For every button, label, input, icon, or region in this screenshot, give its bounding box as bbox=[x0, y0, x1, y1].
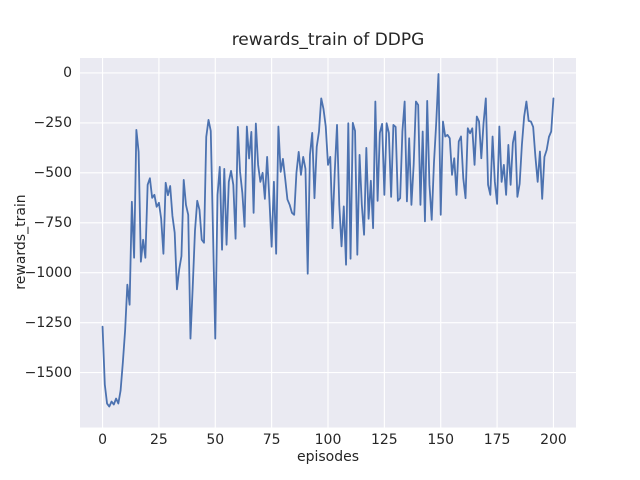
x-tick-label: 100 bbox=[314, 432, 342, 448]
y-tick-label: −1250 bbox=[24, 314, 72, 331]
y-tick-label: 0 bbox=[63, 64, 72, 81]
x-tick-label: 125 bbox=[370, 432, 398, 448]
x-tick-label: 50 bbox=[206, 432, 225, 448]
y-tick-label: −250 bbox=[33, 114, 72, 131]
y-tick-label: −1000 bbox=[24, 264, 72, 281]
x-axis-label: episodes bbox=[296, 449, 360, 465]
chart-title: rewards_train of DDPG bbox=[231, 30, 425, 50]
reward-line bbox=[101, 73, 555, 408]
y-tick-label: −500 bbox=[33, 164, 72, 181]
x-tick-label: 75 bbox=[262, 432, 281, 448]
y-tick-label: −750 bbox=[33, 214, 72, 231]
x-tick-label: 200 bbox=[540, 432, 567, 448]
x-tick-label: 150 bbox=[427, 432, 455, 448]
y-tick-label: −1500 bbox=[24, 364, 72, 381]
x-tick-label: 175 bbox=[483, 432, 511, 448]
x-tick-label: 0 bbox=[98, 432, 107, 448]
x-tick-label: 25 bbox=[149, 432, 168, 448]
